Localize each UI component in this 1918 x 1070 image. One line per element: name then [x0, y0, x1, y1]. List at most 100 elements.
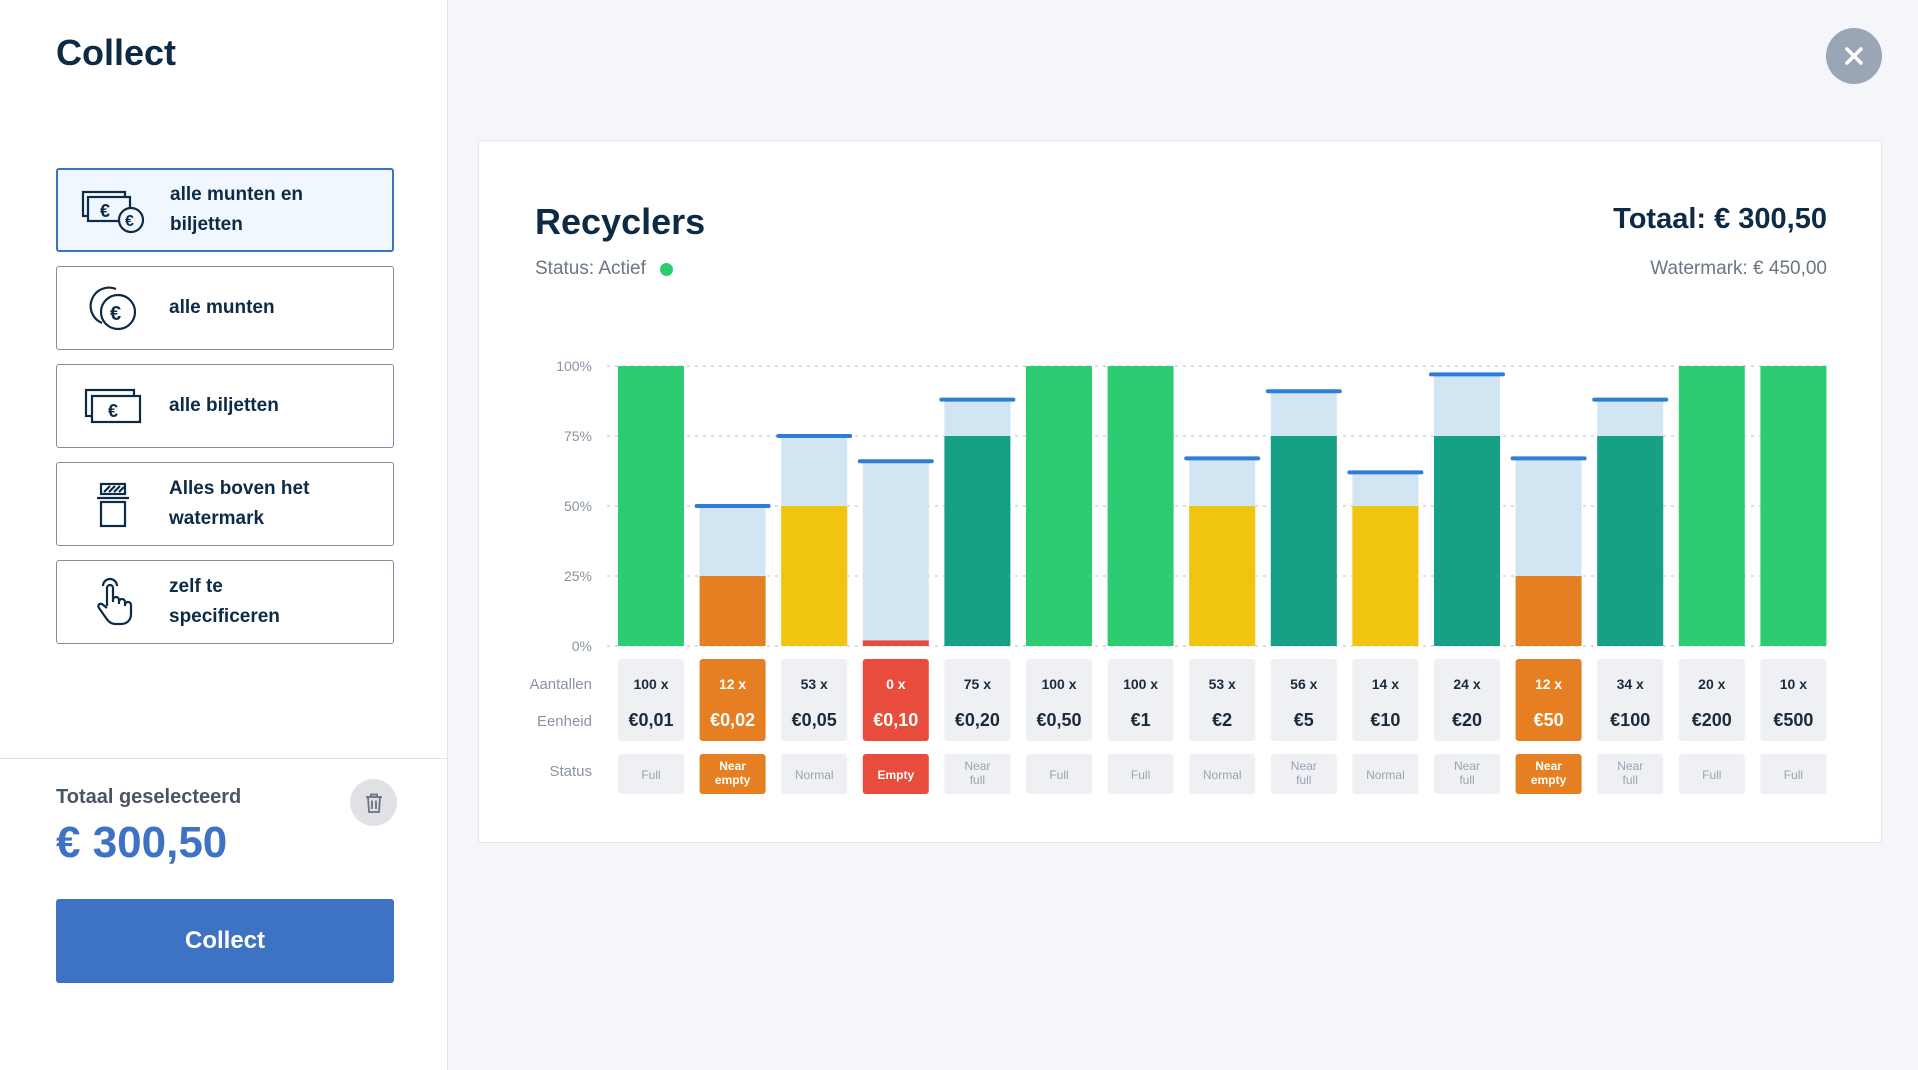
status-text: Status: Actief	[535, 258, 646, 279]
option-all-coins-and-bills[interactable]: € € alle munten en biljetten	[56, 168, 394, 252]
denomination-box[interactable]	[1352, 659, 1419, 741]
status-label: Near empty	[715, 759, 751, 787]
denomination-box[interactable]	[1597, 659, 1664, 741]
count-label: 100 x	[633, 676, 668, 692]
status-label: Full	[1049, 768, 1068, 782]
status-label: Full	[1702, 768, 1721, 782]
unit-label: €0,05	[792, 710, 837, 730]
denomination-box[interactable]	[618, 659, 684, 741]
option-label: alle munten	[169, 297, 275, 318]
recyclers-chart: 100% 75% 50% 25% 0% Aantallen Eenheid Status 100…	[529, 358, 1829, 794]
hand-pointer-icon	[57, 576, 169, 628]
unit-label: €20	[1452, 710, 1482, 730]
close-icon	[1845, 47, 1863, 65]
count-label: 24 x	[1453, 676, 1480, 692]
denomination-box[interactable]	[1107, 659, 1174, 741]
unit-label: €50	[1534, 710, 1564, 730]
unit-label: €500	[1773, 710, 1813, 730]
card-total: Totaal: € 300,50	[1613, 203, 1827, 235]
status-label: Full	[641, 768, 660, 782]
capacity-bar	[862, 461, 929, 646]
status-label: Full	[1131, 768, 1150, 782]
option-self-specify[interactable]: zelf te specificeren	[56, 560, 394, 644]
fill-bar[interactable]	[862, 640, 929, 646]
y-tick-label: 50%	[564, 498, 592, 514]
count-label: 100 x	[1041, 676, 1076, 692]
count-label: 100 x	[1123, 676, 1158, 692]
fill-bar[interactable]	[1597, 436, 1664, 646]
fill-bar[interactable]	[1760, 366, 1827, 646]
count-label: 75 x	[964, 676, 991, 692]
close-button[interactable]	[1826, 28, 1882, 84]
unit-label: €0,10	[873, 710, 918, 730]
recyclers-card: Recyclers Totaal: € 300,50 Status: Actie…	[478, 140, 1882, 843]
status-box	[699, 754, 766, 794]
denomination-box[interactable]	[1270, 659, 1337, 741]
denomination-box[interactable]	[1026, 659, 1092, 741]
sidebar: Collect € € alle munten en biljetten €	[0, 0, 448, 1070]
count-label: 14 x	[1372, 676, 1399, 692]
status-box	[781, 754, 848, 794]
denomination-box[interactable]	[1678, 659, 1745, 741]
status-label: Near full	[1617, 759, 1643, 787]
denomination-box[interactable]	[699, 659, 766, 741]
denomination-box[interactable]	[1515, 659, 1582, 741]
status-box	[1352, 754, 1419, 794]
card-title: Recyclers	[535, 201, 706, 242]
total-selected-label: Totaal geselecteerd	[56, 786, 242, 808]
denomination-box[interactable]	[1189, 659, 1256, 741]
option-label: Alles boven het watermark	[169, 478, 310, 529]
count-label: 53 x	[1209, 676, 1236, 692]
fill-bar[interactable]	[781, 506, 848, 646]
y-tick-label: 100%	[556, 358, 592, 374]
denomination-box[interactable]	[944, 659, 1011, 741]
unit-label: €0,01	[628, 710, 673, 730]
coins-and-bills-icon: € €	[58, 184, 170, 236]
fill-bar[interactable]	[618, 366, 684, 646]
count-label: 20 x	[1698, 676, 1725, 692]
fill-bar[interactable]	[1515, 576, 1582, 646]
option-all-bills[interactable]: € alle biljetten	[56, 364, 394, 448]
status-label: Near empty	[1531, 759, 1567, 787]
status-box	[1515, 754, 1582, 794]
fill-bar[interactable]	[1270, 436, 1337, 646]
denomination-box[interactable]	[1760, 659, 1827, 741]
status-box	[1270, 754, 1337, 794]
status-label: Normal	[1366, 768, 1405, 782]
bills-icon: €	[57, 384, 169, 428]
fill-bar[interactable]	[1026, 366, 1092, 646]
y-tick-label: 25%	[564, 568, 592, 584]
count-label: 0 x	[886, 676, 906, 692]
unit-label: €0,20	[955, 710, 1000, 730]
option-all-coins[interactable]: € alle munten	[56, 266, 394, 350]
fill-bar[interactable]	[1678, 366, 1745, 646]
collect-button[interactable]: Collect	[56, 899, 394, 983]
status-box	[1678, 754, 1745, 794]
fill-bar[interactable]	[944, 436, 1011, 646]
status-label: Normal	[1203, 768, 1242, 782]
svg-text:€: €	[125, 213, 134, 230]
row-label-counts: Aantallen	[529, 676, 592, 693]
denomination-box[interactable]	[862, 659, 929, 741]
denomination-box[interactable]	[781, 659, 848, 741]
option-label: alle munten en biljetten	[170, 184, 304, 235]
collect-options: € € alle munten en biljetten € alle munt…	[56, 168, 394, 658]
option-above-watermark[interactable]: Alles boven het watermark	[56, 462, 394, 546]
y-tick-label: 75%	[564, 428, 592, 444]
svg-text:€: €	[108, 401, 118, 421]
option-label: alle biljetten	[169, 395, 279, 416]
fill-bar[interactable]	[1434, 436, 1500, 646]
status-indicator	[659, 262, 673, 276]
status-box	[618, 754, 684, 794]
denomination-box[interactable]	[1434, 659, 1500, 741]
status-label: Full	[1784, 768, 1803, 782]
fill-bar[interactable]	[1189, 506, 1256, 646]
status-label: Normal	[795, 768, 834, 782]
count-label: 12 x	[719, 676, 746, 692]
fill-bar[interactable]	[1352, 506, 1419, 646]
status-label: Near full	[964, 759, 990, 787]
fill-bar[interactable]	[699, 576, 766, 646]
status-row: Status: Actief	[535, 258, 673, 280]
fill-bar[interactable]	[1107, 366, 1174, 646]
clear-selection-button[interactable]	[350, 779, 397, 826]
